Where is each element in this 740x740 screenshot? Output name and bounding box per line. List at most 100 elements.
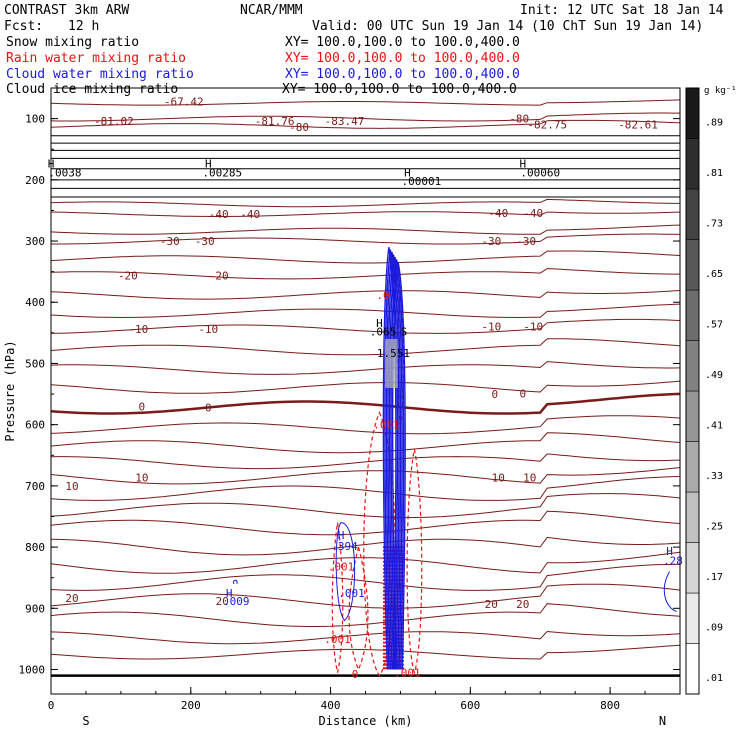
colorbar-swatch bbox=[685, 138, 700, 190]
contour-value-label: .00001 bbox=[402, 175, 442, 188]
rain-contour bbox=[348, 546, 369, 672]
legend-cloud-water: Cloud water mixing ratio bbox=[6, 67, 194, 82]
contour-value-label: .001 bbox=[394, 667, 421, 680]
colorbar-swatch bbox=[685, 87, 700, 139]
temperature-contour bbox=[51, 119, 680, 129]
contour-value-label: H bbox=[226, 587, 233, 600]
colorbar-label: .65 bbox=[705, 269, 723, 280]
colorbar-swatch bbox=[685, 491, 700, 543]
contour-value-label: .28 bbox=[663, 555, 683, 568]
cloud-water-contour bbox=[387, 254, 402, 670]
y-axis-title: Pressure (hPa) bbox=[3, 340, 17, 441]
contour-value-label: S bbox=[401, 326, 408, 339]
y-tick-label: 600 bbox=[25, 419, 45, 432]
contour-value-label: H bbox=[519, 157, 526, 170]
temperature-contour bbox=[51, 392, 680, 415]
y-tick-label: 900 bbox=[25, 602, 45, 615]
contour-value-label: .065 bbox=[370, 326, 397, 339]
x-tick-label: 0 bbox=[48, 699, 55, 712]
temperature-label: 0 bbox=[519, 387, 526, 400]
temperature-contour bbox=[51, 476, 680, 501]
init-time: Init: 12 UTC Sat 18 Jan 14 bbox=[520, 3, 724, 18]
colorbar: .89 .81 .73 .65 .57 .49 .41 .33 .25 .17 .09 .01 g kg… bbox=[685, 86, 737, 695]
temperature-label: 10 bbox=[135, 471, 148, 484]
temperature-label: -20 bbox=[118, 269, 138, 282]
temperature-contour bbox=[51, 551, 680, 574]
temperature-label: -40 bbox=[523, 207, 543, 220]
temperature-label: -10 bbox=[523, 321, 543, 334]
temperature-label: 20 bbox=[485, 598, 498, 611]
cloud-water-contour bbox=[232, 579, 238, 585]
contour-value-label: .001 bbox=[328, 561, 355, 574]
colorbar-label: .17 bbox=[705, 572, 723, 583]
temperature-contour bbox=[51, 510, 680, 536]
contour-value-label: .0 bbox=[376, 289, 389, 302]
temperature-contour bbox=[51, 290, 680, 300]
snow-shaded-area bbox=[385, 338, 398, 388]
temperature-label: -82.75 bbox=[527, 119, 567, 132]
temperature-contour bbox=[51, 380, 680, 394]
rain-contour bbox=[331, 522, 344, 673]
contour-value-label: 0 bbox=[352, 668, 359, 681]
legend-rain-xy: XY= 100.0,100.0 to 100.0,400.0 bbox=[285, 51, 520, 66]
temperature-contour bbox=[51, 224, 680, 235]
contour-value-label: H bbox=[376, 317, 383, 330]
colorbar-swatch bbox=[685, 643, 700, 695]
colorbar-label: .57 bbox=[705, 319, 723, 330]
temperature-label: 0 bbox=[139, 400, 146, 413]
colorbar-swatch bbox=[685, 441, 700, 493]
cloud-water-contour bbox=[335, 522, 356, 622]
y-tick-label: 400 bbox=[25, 296, 45, 309]
south-label: S bbox=[82, 714, 89, 728]
contour-layer bbox=[51, 99, 680, 677]
cloud-water-contour bbox=[663, 571, 677, 612]
temperature-label: -83.47 bbox=[325, 115, 365, 128]
legend-cloud-ice: Cloud ice mixing ratio bbox=[6, 82, 178, 97]
colorbar-label: .89 bbox=[705, 117, 723, 128]
contour-value-label: .00285 bbox=[202, 166, 242, 179]
temperature-contour bbox=[51, 630, 680, 645]
rain-contour bbox=[406, 449, 423, 675]
temperature-label: -30 bbox=[516, 235, 536, 248]
legend-cloud-ice-xy: XY= 100.0,100.0 to 100.0,400.0 bbox=[282, 82, 517, 97]
temperature-contour bbox=[51, 603, 680, 627]
temperature-label: -81.02 bbox=[94, 115, 134, 128]
temperature-contour bbox=[51, 415, 680, 435]
temperature-label: -10 bbox=[128, 323, 148, 336]
cloud-water-contour bbox=[390, 259, 405, 670]
contour-value-label: H bbox=[338, 529, 345, 542]
temperature-label: 20 bbox=[216, 595, 229, 608]
temperature-label: -40 bbox=[488, 207, 508, 220]
y-tick-label: 100 bbox=[25, 113, 45, 126]
contour-value-label: H bbox=[666, 545, 673, 558]
temperature-label: -30 bbox=[160, 235, 180, 248]
temperature-contour bbox=[51, 99, 680, 106]
contour-value-label: H bbox=[205, 157, 212, 170]
y-tick-label: 500 bbox=[25, 357, 45, 370]
temperature-label: -67.42 bbox=[164, 95, 204, 108]
colorbar-frame bbox=[685, 87, 700, 695]
temperature-label: -80 bbox=[289, 121, 309, 134]
temperature-contour bbox=[51, 563, 680, 591]
temperature-label: 10 bbox=[523, 471, 536, 484]
legend-cloud-water-xy: XY= 100.0,100.0 to 100.0,400.0 bbox=[285, 67, 520, 82]
x-tick-label: 400 bbox=[321, 699, 341, 712]
colorbar-unit: g kg⁻¹ bbox=[704, 86, 737, 96]
y-tick-label: 700 bbox=[25, 480, 45, 493]
x-axis-title: Distance (km) bbox=[319, 714, 413, 728]
temperature-contour bbox=[51, 233, 680, 245]
temperature-label: -30 bbox=[195, 235, 215, 248]
contour-value-label: .0038 bbox=[48, 166, 81, 179]
temperature-label: -80 bbox=[509, 113, 529, 126]
cloud-water-contour bbox=[391, 261, 406, 670]
temperature-contour bbox=[51, 338, 680, 356]
temperature-contour bbox=[51, 303, 680, 319]
temperature-label: 0 bbox=[491, 388, 498, 401]
colorbar-swatch bbox=[685, 188, 700, 240]
colorbar-swatch bbox=[685, 592, 700, 644]
colorbar-label: .41 bbox=[705, 420, 723, 431]
x-tick-label: 200 bbox=[181, 699, 201, 712]
temperature-contour bbox=[51, 432, 680, 454]
